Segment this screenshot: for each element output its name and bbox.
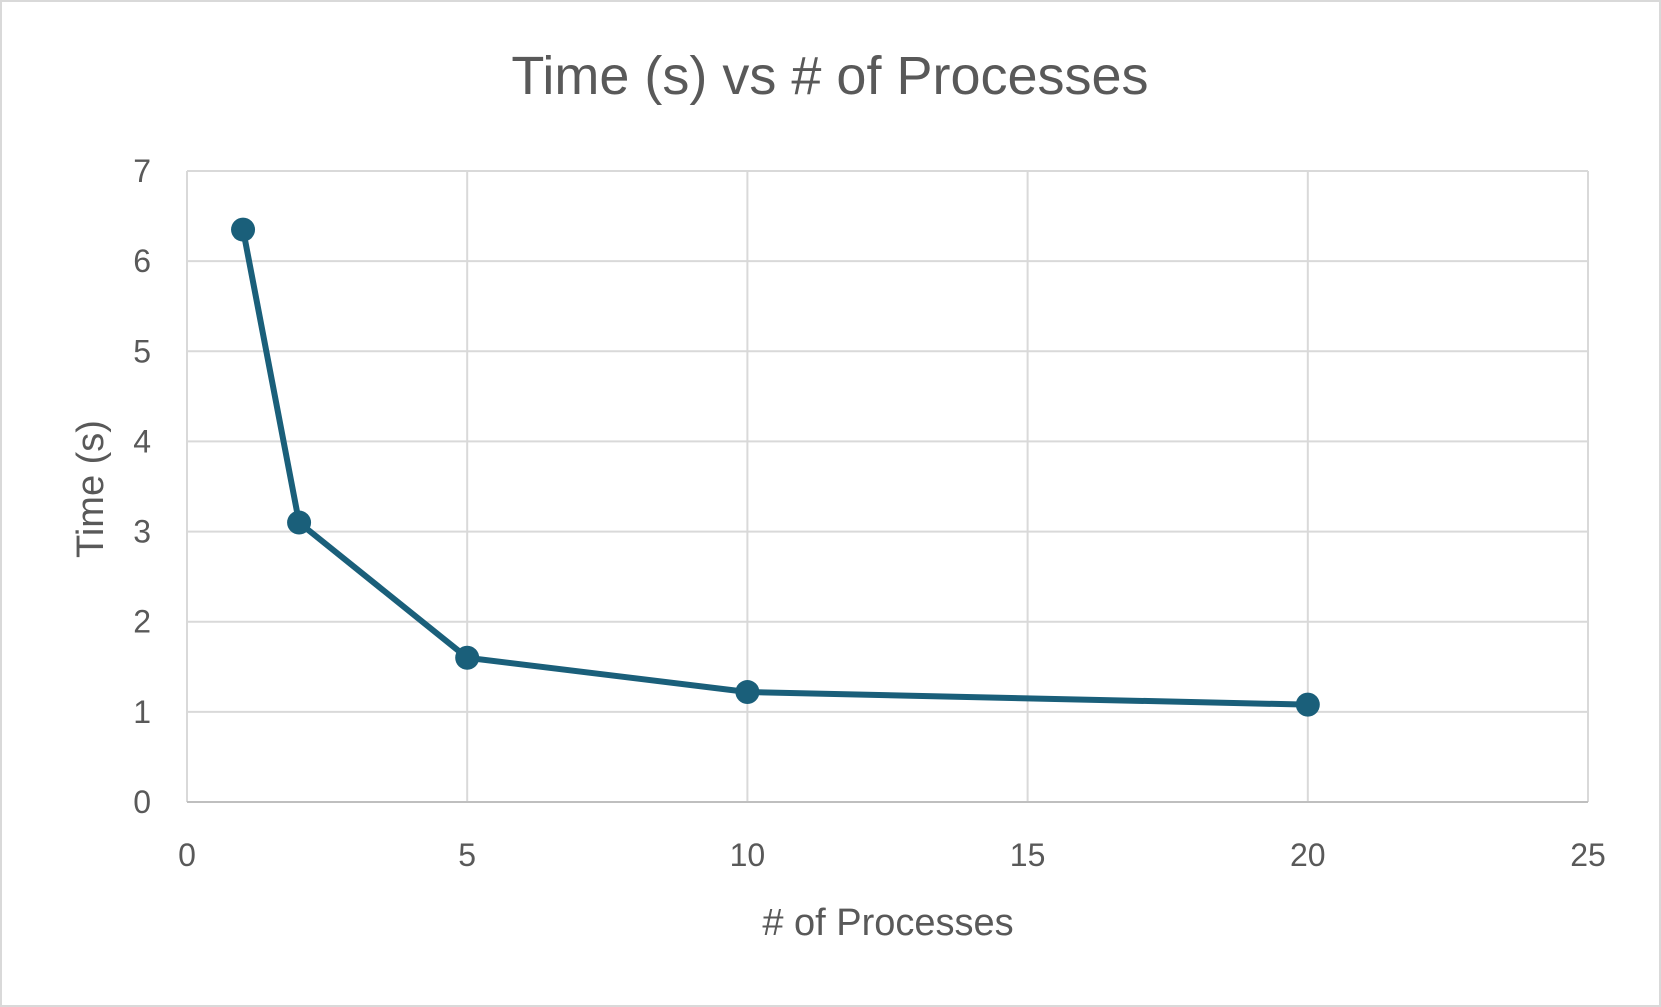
x-tick-label: 0 xyxy=(178,837,196,873)
x-tick-label: 5 xyxy=(458,837,476,873)
y-tick-label: 1 xyxy=(133,694,151,730)
y-tick-label: 6 xyxy=(133,243,151,279)
gridlines xyxy=(186,170,1589,802)
y-tick-label: 0 xyxy=(133,784,151,820)
series-group xyxy=(231,217,1320,717)
x-tick-label: 25 xyxy=(1570,837,1606,873)
x-tick-label: 20 xyxy=(1290,837,1326,873)
data-point xyxy=(735,680,760,705)
y-tick-label: 7 xyxy=(133,153,151,189)
x-tick-label: 15 xyxy=(1010,837,1046,873)
y-tick-label: 4 xyxy=(133,423,151,459)
chart-title: Time (s) vs # of Processes xyxy=(511,46,1148,106)
data-point xyxy=(455,645,480,670)
y-axis-title: Time (s) xyxy=(70,420,112,558)
y-tick-labels: 0 1 2 3 4 5 6 7 xyxy=(133,153,151,820)
data-point xyxy=(287,510,312,535)
y-tick-label: 2 xyxy=(133,604,151,640)
x-tick-labels: 0 5 10 15 20 25 xyxy=(178,837,1606,873)
x-axis-title: # of Processes xyxy=(762,902,1013,944)
x-tick-label: 10 xyxy=(730,837,766,873)
data-point xyxy=(231,217,256,242)
y-tick-label: 5 xyxy=(133,333,151,369)
series-line xyxy=(240,226,1311,708)
data-point xyxy=(1295,692,1320,717)
y-tick-label: 3 xyxy=(133,514,151,550)
